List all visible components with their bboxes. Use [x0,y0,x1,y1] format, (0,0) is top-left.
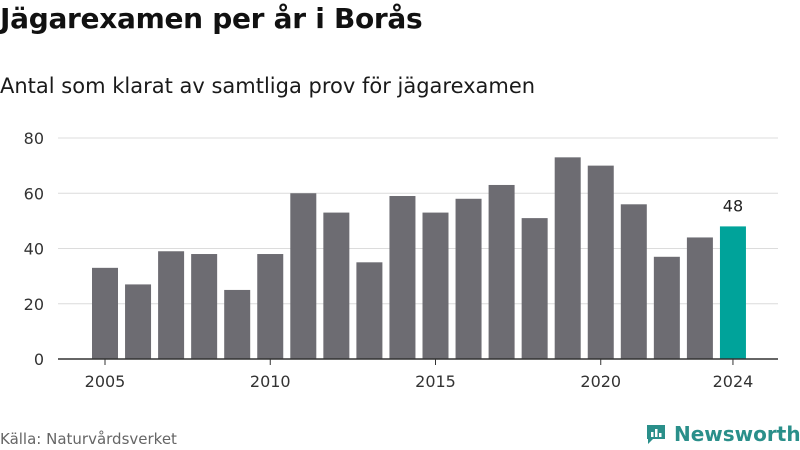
bar [323,212,350,359]
x-tick-label: 2020 [580,372,621,391]
y-tick-label: 60 [24,184,44,203]
x-tick-label: 2010 [250,372,291,391]
bar [191,254,218,359]
x-tick-label: 2024 [713,372,754,391]
bar-chart: 0 20 40 60 80 48 2005 2010 2015 2020 2024 [24,129,778,391]
bar [356,262,383,359]
bar [719,226,746,359]
bar [158,251,185,359]
bar [686,237,713,359]
bar [587,165,614,359]
bar [653,256,680,359]
bar [521,218,548,359]
bar [125,284,152,359]
bar [422,212,449,359]
x-tick-label: 2005 [85,372,126,391]
bar [224,289,251,359]
data-label: 48 [723,196,743,215]
bar [488,184,515,359]
bar [389,196,416,359]
bar [290,193,317,359]
x-tick-label: 2015 [415,372,456,391]
brand-name: Newsworthy [674,422,800,446]
y-tick-label: 20 [24,295,44,314]
chart-subtitle: Antal som klarat av samtliga prov för jä… [0,74,536,98]
y-tick-label: 40 [24,240,44,259]
newsworthy-logo-icon [647,425,665,444]
y-tick-label: 80 [24,129,44,148]
bar [257,254,284,359]
brand-logo[interactable]: Newsworthy [644,420,800,448]
chart-title: Jägarexamen per år i Borås [0,2,423,35]
bar [455,198,482,359]
bar [92,267,118,359]
bar [620,204,647,359]
source-note: Källa: Naturvårdsverket [0,430,177,448]
bar [554,157,581,359]
y-tick-label: 0 [34,350,44,369]
